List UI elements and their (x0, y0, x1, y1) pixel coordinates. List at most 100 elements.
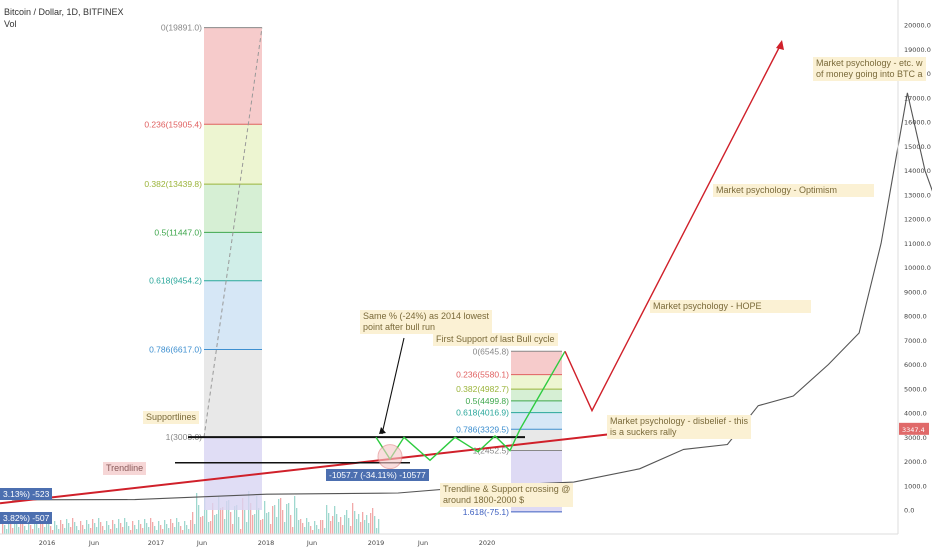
volume-bar (162, 529, 164, 534)
volume-bar (260, 520, 262, 534)
volume-bar (246, 522, 248, 534)
volume-bar (356, 519, 358, 534)
x-tick-label: 2020 (479, 539, 496, 547)
annotation-etc[interactable]: Market psychology - etc. w of money goin… (813, 57, 926, 81)
y-tick-label: 11000.0 (904, 240, 931, 248)
volume-bar (208, 522, 210, 534)
annotation-crossing[interactable]: Trendline & Support crossing @ around 18… (440, 483, 574, 507)
volume-bar (248, 491, 250, 534)
volume-bar (102, 526, 104, 534)
volume-bar (106, 521, 108, 534)
volume-bar (92, 519, 94, 534)
volume-bar (222, 507, 224, 534)
volume-bar (304, 527, 306, 534)
volume-bar (118, 519, 120, 534)
volume-bar (212, 503, 214, 534)
pointer-arrowhead (379, 427, 386, 434)
fib-level-label: 0.382(13439.8) (144, 179, 202, 189)
left-badge-1: 3.13%) -523 (0, 488, 53, 500)
volume-bar (278, 499, 280, 534)
chart-header: Bitcoin / Dollar, 1D, BITFINEX Vol (4, 6, 124, 30)
volume-bar (372, 508, 374, 534)
volume-bars (2, 491, 380, 534)
left-badge-2: 3.82%) -507 (0, 512, 53, 524)
y-tick-label: 13000.0 (904, 191, 931, 199)
volume-bar (164, 520, 166, 534)
volume-bar (188, 529, 190, 534)
x-tick-label: 2019 (368, 539, 385, 547)
volume-bar (292, 527, 294, 534)
volume-bar (130, 530, 132, 534)
y-tick-label: 5000.0 (904, 385, 927, 393)
fib2-zone (511, 412, 562, 430)
annotation-hope[interactable]: Market psychology - HOPE (650, 300, 811, 313)
red-arrowhead (776, 40, 784, 50)
volume-bar (344, 515, 346, 534)
fib2-level-label: 0(6545.8) (473, 346, 510, 356)
volume-bar (182, 530, 184, 534)
volume-bar (288, 503, 290, 534)
fib-zone (204, 184, 262, 233)
x-tick-label: Jun (417, 539, 428, 547)
volume-bar (230, 512, 232, 534)
volume-bar (314, 521, 316, 534)
volume-bar (116, 528, 118, 534)
annotation-first-support[interactable]: First Support of last Bull cycle (433, 333, 558, 346)
volume-bar (6, 529, 8, 534)
annotation-same-percent[interactable]: Same % (-24%) as 2014 lowest point after… (360, 310, 493, 334)
volume-bar (178, 522, 180, 534)
volume-bar (70, 527, 72, 534)
volume-bar (158, 521, 160, 534)
volume-bar (196, 493, 198, 534)
volume-bar (374, 516, 376, 534)
y-tick-label: 2000.0 (904, 458, 927, 466)
fib-trend-dashed (203, 27, 263, 438)
volume-bar (122, 527, 124, 534)
volume-bar (316, 525, 318, 534)
fib-zone (204, 349, 262, 438)
volume-bar (302, 523, 304, 534)
volume-bar (80, 521, 82, 534)
volume-bar (110, 529, 112, 534)
volume-bar (16, 523, 18, 534)
fib-zone (204, 124, 262, 185)
price-line (11, 92, 932, 501)
volume-bar (256, 496, 258, 534)
volume-bar (224, 519, 226, 534)
fib-level-label: 0.786(6617.0) (149, 345, 202, 355)
volume-bar (58, 529, 60, 534)
drawing-lines (0, 27, 784, 505)
y-tick-label: 0.0 (904, 507, 914, 515)
volume-bar (12, 528, 14, 534)
volume-bar (28, 521, 30, 534)
annotation-disbelief[interactable]: Market psychology - disbelief - this is … (607, 415, 752, 439)
volume-bar (160, 525, 162, 534)
volume-bar (140, 524, 142, 534)
volume-bar (100, 522, 102, 534)
volume-bar (112, 520, 114, 534)
volume-bar (234, 506, 236, 534)
symbol-title: Bitcoin / Dollar, 1D, BITFINEX (4, 7, 124, 17)
volume-bar (124, 518, 126, 534)
volume-bar (194, 524, 196, 534)
volume-bar (154, 526, 156, 534)
annotation-trendline[interactable]: Trendline (103, 462, 147, 475)
volume-bar (274, 505, 276, 534)
red-projection (564, 41, 783, 413)
volume-bar (270, 524, 272, 534)
volume-bar (342, 525, 344, 534)
annotation-supportlines[interactable]: Supportlines (143, 411, 200, 424)
volume-bar (98, 518, 100, 534)
volume-bar (96, 527, 98, 534)
volume-bar (26, 530, 28, 534)
volume-bar (30, 525, 32, 534)
volume-bar (334, 506, 336, 534)
volume-bar (340, 517, 342, 534)
annotation-optimism[interactable]: Market psychology - Optimism (713, 184, 874, 197)
y-tick-label: 4000.0 (904, 410, 927, 418)
volume-bar (86, 520, 88, 534)
volume-bar (84, 529, 86, 534)
y-tick-label: 7000.0 (904, 337, 927, 345)
volume-bar (378, 519, 380, 534)
